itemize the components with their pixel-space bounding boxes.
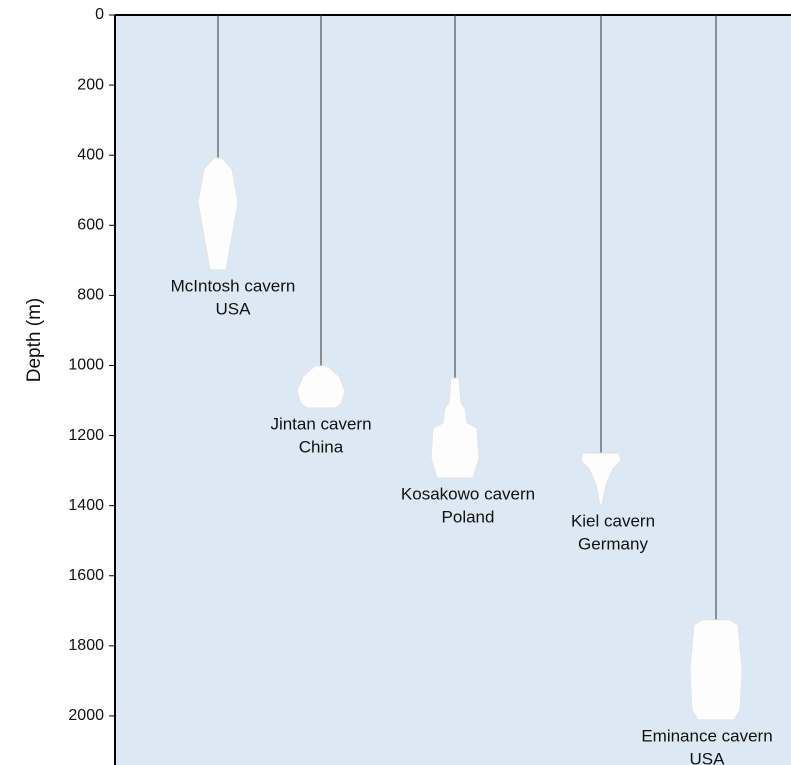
y-tick-label: 1400 — [68, 497, 104, 514]
y-tick-label: 1000 — [68, 357, 104, 374]
cavern-name: McIntosh cavern — [171, 276, 296, 295]
cavern-location: Poland — [442, 507, 495, 526]
cavern-name: Eminance cavern — [641, 726, 772, 745]
chart: Depth (m) 0 200 400 600 800 1000 1200 1400 1600 1… — [0, 0, 791, 765]
y-tick-label: 600 — [77, 216, 104, 233]
y-tick-label: 2000 — [68, 707, 104, 724]
y-tick-label: 1600 — [68, 567, 104, 584]
y-tick-label: 400 — [77, 146, 104, 163]
cavern-location: Germany — [578, 534, 648, 553]
cavern-location: USA — [216, 299, 252, 318]
cavern-location: USA — [690, 749, 726, 765]
y-tick-label: 0 — [95, 6, 104, 23]
cavern-name: Jintan cavern — [270, 414, 371, 433]
cavern-location: China — [299, 437, 344, 456]
y-tick-label: 1800 — [68, 637, 104, 654]
cavern — [690, 620, 742, 720]
cavern-name: Kosakowo cavern — [401, 484, 535, 503]
y-tick-label: 800 — [77, 287, 104, 304]
y-axis-label: Depth (m) — [24, 298, 45, 382]
y-tick-label: 1200 — [68, 427, 104, 444]
cavern-name: Kiel cavern — [571, 511, 655, 530]
y-tick-label: 200 — [77, 76, 104, 93]
